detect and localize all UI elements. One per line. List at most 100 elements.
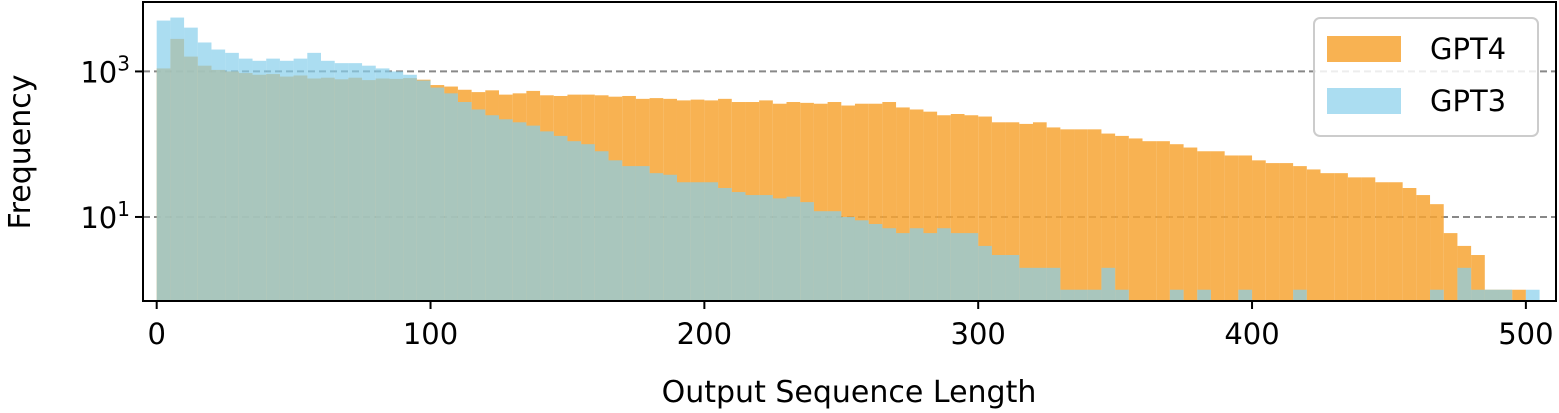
x-tick-label: 300 xyxy=(951,317,1006,351)
bar-gpt3 xyxy=(225,52,239,301)
bar-gpt3 xyxy=(1087,289,1102,301)
bar-gpt3 xyxy=(649,173,664,301)
x-tick-label: 200 xyxy=(677,317,732,351)
bar-gpt4 xyxy=(1430,204,1444,301)
bar-gpt4 xyxy=(1142,141,1157,301)
bar-gpt3 xyxy=(841,216,855,301)
bar-gpt3 xyxy=(334,63,349,301)
bar-gpt3 xyxy=(485,115,499,301)
bar-gpt3 xyxy=(786,196,801,301)
x-tick-label: 400 xyxy=(1224,317,1279,351)
bar-gpt3 xyxy=(1498,289,1513,301)
bar-gpt3 xyxy=(266,58,280,301)
bar-gpt4 xyxy=(1320,173,1335,301)
bar-gpt4 xyxy=(1019,123,1033,301)
bar-gpt4 xyxy=(1265,163,1280,301)
y-axis: 101 103 xyxy=(80,51,143,235)
bar-gpt4 xyxy=(1224,155,1239,301)
bar-gpt4 xyxy=(1293,166,1307,301)
bar-gpt4 xyxy=(1128,138,1143,301)
legend-swatch-gpt3 xyxy=(1327,88,1401,114)
bar-gpt3 xyxy=(238,58,253,301)
bar-gpt3 xyxy=(718,188,732,301)
bar-gpt4 xyxy=(1032,122,1047,301)
bar-gpt3 xyxy=(553,135,568,301)
bar-gpt3 xyxy=(1430,289,1444,301)
bar-gpt3 xyxy=(676,182,691,301)
bar-gpt3 xyxy=(608,160,623,301)
x-tick-label: 100 xyxy=(403,317,458,351)
bar-gpt4 xyxy=(1060,129,1075,301)
bar-gpt3 xyxy=(745,195,760,301)
bar-gpt3 xyxy=(362,65,376,301)
bar-gpt3 xyxy=(252,60,267,301)
bar-gpt3 xyxy=(622,166,636,301)
bar-gpt4 xyxy=(1197,151,1211,301)
bar-gpt4 xyxy=(1087,129,1102,301)
bars xyxy=(156,17,1540,301)
bar-gpt4 xyxy=(1252,160,1266,301)
bar-gpt3 xyxy=(320,60,335,301)
bar-gpt3 xyxy=(950,233,965,301)
bar-gpt3 xyxy=(1019,267,1033,301)
bar-gpt3 xyxy=(1457,267,1472,301)
bar-gpt3 xyxy=(800,202,814,301)
bar-gpt3 xyxy=(868,224,883,301)
bar-gpt3 xyxy=(690,182,705,301)
bar-gpt3 xyxy=(567,141,582,301)
bar-gpt3 xyxy=(1101,267,1116,301)
bar-gpt4 xyxy=(1169,144,1184,301)
bar-gpt3 xyxy=(1115,289,1129,301)
bar-gpt3 xyxy=(416,80,431,301)
bar-gpt3 xyxy=(457,102,472,301)
bar-gpt3 xyxy=(1169,289,1184,301)
bar-gpt3 xyxy=(937,228,951,301)
bar-gpt3 xyxy=(581,144,595,301)
bar-gpt3 xyxy=(1032,267,1047,301)
bar-gpt3 xyxy=(498,119,513,301)
bar-gpt3 xyxy=(1238,289,1253,301)
bar-gpt3 xyxy=(663,174,677,301)
bar-gpt3 xyxy=(1046,267,1061,301)
bar-gpt3 xyxy=(1293,289,1307,301)
bar-gpt4 xyxy=(1074,129,1088,301)
bar-gpt3 xyxy=(293,58,308,301)
bar-gpt3 xyxy=(197,42,212,301)
bar-gpt4 xyxy=(1101,133,1116,301)
bar-gpt4 xyxy=(1210,151,1225,301)
bar-gpt3 xyxy=(512,122,527,301)
bar-gpt3 xyxy=(307,52,321,301)
bar-gpt3 xyxy=(1525,289,1540,301)
bar-gpt3 xyxy=(827,211,842,301)
bar-gpt3 xyxy=(1484,289,1499,301)
x-tick-label: 500 xyxy=(1498,317,1553,351)
bar-gpt3 xyxy=(375,68,390,301)
bar-gpt4 xyxy=(1306,169,1321,301)
bar-gpt3 xyxy=(540,131,554,301)
bar-gpt4 xyxy=(1443,233,1458,301)
bar-gpt4 xyxy=(1512,289,1526,301)
x-tick-label: 0 xyxy=(147,317,165,351)
bar-gpt4 xyxy=(1115,135,1129,301)
bar-gpt3 xyxy=(211,49,226,301)
legend-label-gpt4: GPT4 xyxy=(1430,32,1506,66)
series-gpt3 xyxy=(156,17,1540,301)
x-axis: 0 100 200 300 400 500 xyxy=(147,301,1554,351)
bar-gpt3 xyxy=(882,228,897,301)
bar-gpt4 xyxy=(1046,127,1061,301)
bar-gpt3 xyxy=(348,63,363,301)
bar-gpt4 xyxy=(1238,155,1253,301)
bar-gpt4 xyxy=(1279,163,1294,301)
bar-gpt4 xyxy=(1361,177,1376,301)
bar-gpt3 xyxy=(594,151,609,301)
bar-gpt3 xyxy=(704,182,719,301)
bar-gpt3 xyxy=(909,228,924,301)
bar-gpt4 xyxy=(1375,182,1389,301)
bar-gpt3 xyxy=(389,71,404,301)
bar-gpt4 xyxy=(1402,188,1417,301)
legend: GPT4 GPT3 xyxy=(1313,17,1539,137)
bar-gpt3 xyxy=(1060,289,1075,301)
bar-gpt3 xyxy=(923,233,938,301)
bar-gpt4 xyxy=(1471,255,1485,301)
